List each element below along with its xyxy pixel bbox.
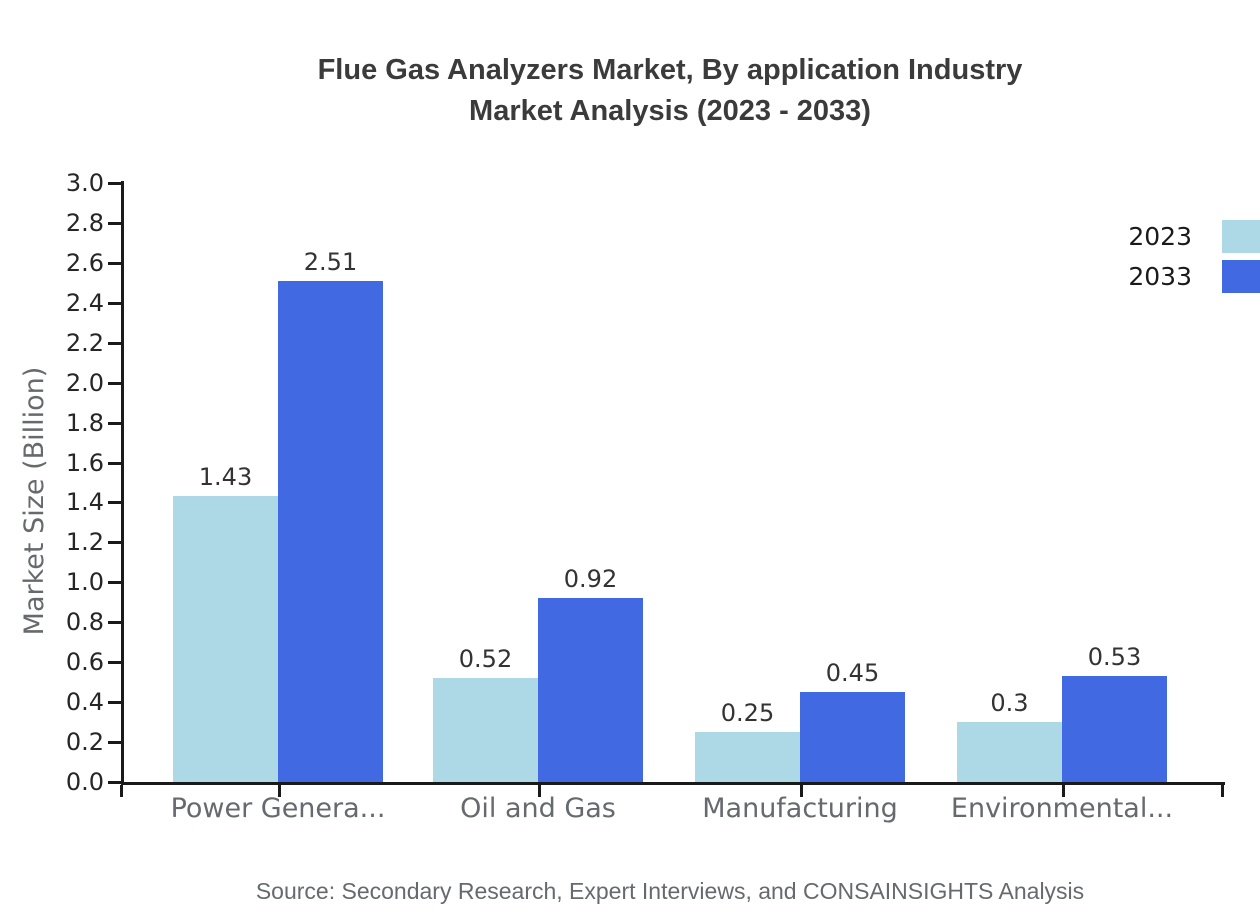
legend-item-2033: 2033 — [1128, 260, 1260, 293]
y-tick — [108, 222, 121, 225]
y-tick — [108, 621, 121, 624]
chart-title-line2: Market Analysis (2023 - 2033) — [469, 95, 871, 127]
y-tick-label: 3.0 — [65, 169, 104, 197]
x-category-label: Manufacturing — [702, 793, 898, 824]
legend-label-2023: 2023 — [1128, 222, 1192, 251]
y-tick-label: 2.2 — [65, 329, 104, 357]
bar-value-label: 2.51 — [303, 248, 358, 276]
chart-title-line1: Flue Gas Analyzers Market, By applicatio… — [317, 54, 1023, 86]
y-tick — [108, 422, 121, 425]
y-tick-label: 0.6 — [65, 648, 104, 676]
y-axis-title: Market Size (Billion) — [19, 366, 50, 636]
bar-value-label: 0.3 — [990, 689, 1029, 717]
y-tick — [108, 302, 121, 305]
y-tick-label: 1.6 — [65, 449, 104, 477]
y-tick-label: 0.0 — [65, 768, 104, 796]
y-tick — [108, 382, 121, 385]
legend-swatch-2033-icon — [1222, 260, 1260, 293]
x-category-label: Oil and Gas — [460, 793, 616, 824]
legend-item-2023: 2023 — [1128, 220, 1260, 253]
bar-2023-1 — [433, 678, 538, 782]
legend: 2023 2033 — [1128, 220, 1260, 300]
y-tick — [108, 342, 121, 345]
x-tick — [1221, 785, 1224, 797]
chart-title: Flue Gas Analyzers Market, By applicatio… — [80, 50, 1260, 132]
bar-value-label: 0.45 — [825, 659, 880, 687]
y-tick-label: 2.0 — [65, 369, 104, 397]
y-axis-spine — [121, 181, 124, 785]
source-note: Source: Secondary Research, Expert Inter… — [255, 878, 1085, 904]
x-tick — [1062, 785, 1065, 797]
legend-swatch-2023-icon — [1222, 220, 1260, 253]
y-tick-label: 1.0 — [65, 568, 104, 596]
x-category-label: Power Genera... — [170, 793, 386, 824]
y-tick-label: 0.2 — [65, 728, 104, 756]
y-tick — [108, 581, 121, 584]
y-tick — [108, 741, 121, 744]
y-tick-label: 2.8 — [65, 209, 104, 237]
x-tick — [800, 785, 803, 797]
bar-2023-0 — [173, 496, 278, 782]
bar-2023-3 — [957, 722, 1062, 782]
bar-2033-1 — [538, 598, 643, 782]
bar-value-label: 0.25 — [720, 699, 775, 727]
x-tick — [120, 785, 123, 797]
y-tick — [108, 262, 121, 265]
bar-2033-3 — [1062, 676, 1167, 782]
bar-value-label: 0.52 — [458, 645, 513, 673]
y-tick-label: 0.4 — [65, 688, 104, 716]
y-tick — [108, 541, 121, 544]
bar-2033-0 — [278, 281, 383, 782]
x-tick — [278, 785, 281, 797]
y-tick — [108, 182, 121, 185]
legend-label-2033: 2033 — [1128, 262, 1192, 291]
y-tick-label: 0.8 — [65, 608, 104, 636]
bar-value-label: 1.43 — [198, 463, 253, 491]
y-tick-label: 2.6 — [65, 249, 104, 277]
y-tick — [108, 781, 121, 784]
x-axis-spine — [121, 782, 1225, 785]
y-tick-label: 1.4 — [65, 488, 104, 516]
x-tick — [538, 785, 541, 797]
bar-2023-2 — [695, 732, 800, 782]
bar-2033-2 — [800, 692, 905, 782]
y-tick-label: 2.4 — [65, 289, 104, 317]
y-tick — [108, 661, 121, 664]
y-tick — [108, 701, 121, 704]
y-tick — [108, 462, 121, 465]
y-tick — [108, 501, 121, 504]
y-tick-label: 1.2 — [65, 528, 104, 556]
bar-value-label: 0.53 — [1087, 643, 1142, 671]
y-tick-label: 1.8 — [65, 409, 104, 437]
x-category-label: Environmental... — [950, 793, 1174, 824]
bar-value-label: 0.92 — [563, 565, 618, 593]
